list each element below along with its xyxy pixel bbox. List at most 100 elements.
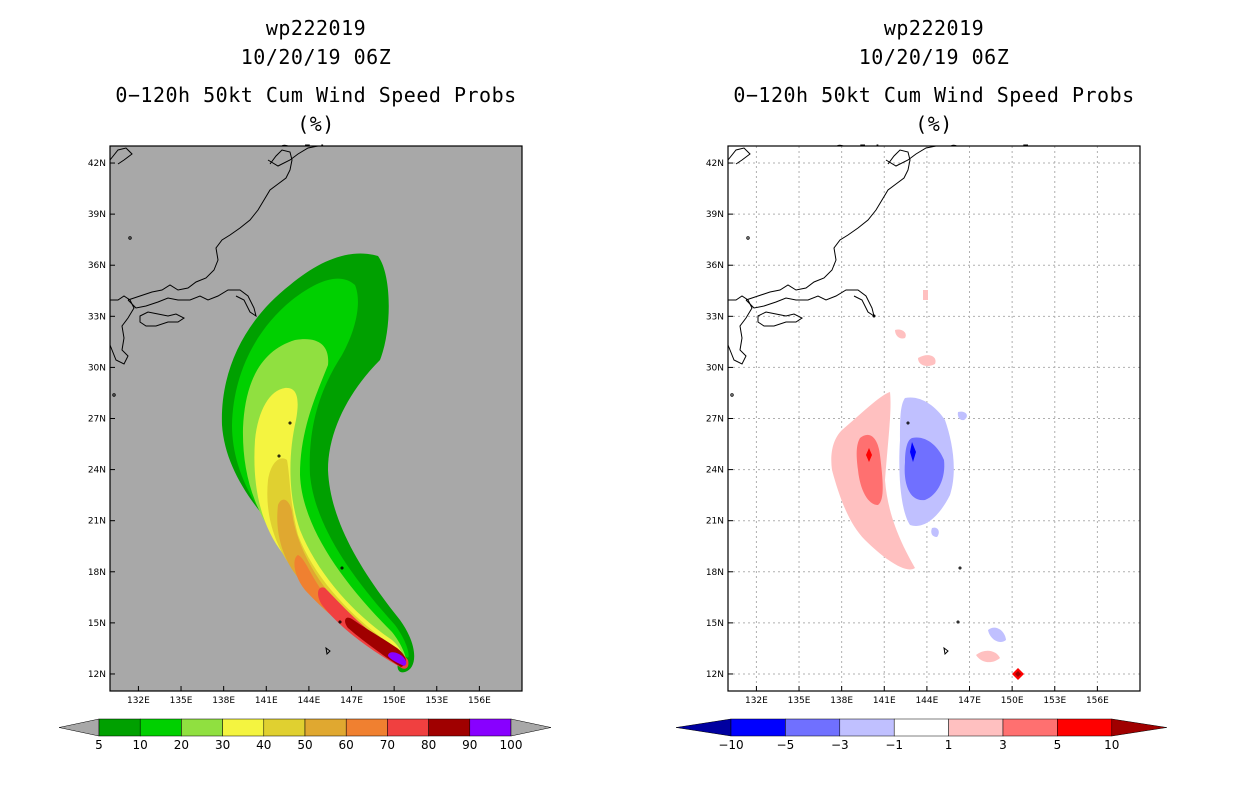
left-xtick-label: 153E <box>425 696 448 706</box>
left-product-title: 0−120h 50kt Cum Wind Speed Probs (%) <box>115 83 517 136</box>
left-coast-shikoku <box>139 311 185 327</box>
left-xtick-label: 132E <box>127 696 150 706</box>
left-colorbar-segment <box>98 718 141 737</box>
right-island-oki <box>746 236 750 240</box>
left-ytick-label: 24N <box>88 466 106 476</box>
left-island-oki <box>128 236 132 240</box>
right-island-marker-2 <box>906 421 910 425</box>
left-colorbar-label: 100 <box>500 738 523 752</box>
right-coast-hokkaido <box>885 146 937 167</box>
right-storm-id: wp222019 <box>883 16 985 40</box>
diff-negative-small-2 <box>931 527 939 537</box>
left-xtick-label: 156E <box>468 696 491 706</box>
right-colorbar-segment <box>785 718 841 737</box>
left-ytick-label: 15N <box>88 619 106 629</box>
right-island-marker-4 <box>956 620 960 624</box>
right-coast-kyushu <box>728 295 753 365</box>
left-colorbar-low-arrow <box>58 718 100 737</box>
right-colorbar-segment <box>1002 718 1058 737</box>
right-xtick-label: 156E <box>1086 696 1109 706</box>
left-ytick-label: 27N <box>88 415 106 425</box>
diff-negative-small-3 <box>957 411 967 421</box>
right-xtick-label: 132E <box>745 696 768 706</box>
right-axis-ticks: 132E 135E 138E 141E 144E 147E 150E 153E 156E 12N 1… <box>706 159 1109 706</box>
right-colorbar-segment <box>1057 718 1113 737</box>
left-xtick-label: 138E <box>212 696 235 706</box>
right-ytick-label: 33N <box>706 312 724 322</box>
right-coast-shikoku <box>757 311 803 327</box>
right-xtick-label: 141E <box>873 696 896 706</box>
left-colorbar-segment <box>181 718 223 737</box>
left-colorbar-label: 10 <box>133 738 148 752</box>
left-axis-ticks: 132E 135E 138E 141E 144E 147E 150E 153E 156E 12N 1… <box>88 159 491 706</box>
right-colorbar: −10 −5 −3 −1 1 3 5 10 <box>675 718 1167 752</box>
left-colorbar-segment <box>139 718 182 737</box>
left-storm-id: wp222019 <box>265 16 367 40</box>
left-colorbar: 5 10 20 30 40 50 60 70 80 90 100 <box>58 718 552 752</box>
left-colorbar-segment <box>304 718 347 737</box>
right-xtick-label: 153E <box>1043 696 1066 706</box>
right-colorbar-label: 10 <box>1104 738 1119 752</box>
right-xtick-label: 147E <box>958 696 981 706</box>
right-ytick-label: 15N <box>706 619 724 629</box>
left-coast-korea-north <box>110 147 133 165</box>
left-xtick-label: 144E <box>297 696 320 706</box>
right-island-guam <box>943 646 949 656</box>
left-colorbar-label: 40 <box>256 738 271 752</box>
left-colorbar-label: 70 <box>380 738 395 752</box>
left-island-ryukyu <box>112 393 116 397</box>
right-ytick-label: 12N <box>706 670 724 680</box>
left-colorbar-segment <box>428 718 471 737</box>
right-ytick-label: 24N <box>706 466 724 476</box>
left-ytick-label: 36N <box>88 261 106 271</box>
right-map-panel: 132E 135E 138E 141E 144E 147E 150E 153E 156E 12N 1… <box>706 145 1141 706</box>
right-coast-korea-north <box>728 147 751 165</box>
left-coast-honshu-east <box>127 149 293 301</box>
right-colorbar-high-arrow <box>1111 718 1167 737</box>
left-xtick-label: 141E <box>255 696 278 706</box>
left-ytick-label: 42N <box>88 159 106 169</box>
left-ytick-label: 12N <box>88 670 106 680</box>
left-ytick-label: 33N <box>88 312 106 322</box>
right-colorbar-label: −5 <box>777 738 795 752</box>
left-island-marker-3 <box>340 566 344 570</box>
diff-positive-small-2 <box>895 329 906 339</box>
diff-negative-5 <box>910 442 916 462</box>
right-xtick-label: 138E <box>830 696 853 706</box>
left-colorbar-label: 80 <box>421 738 436 752</box>
right-ytick-label: 27N <box>706 415 724 425</box>
right-xtick-label: 150E <box>1001 696 1024 706</box>
right-datetime: 10/20/19 06Z <box>858 45 1010 69</box>
left-ytick-label: 39N <box>88 210 106 220</box>
right-ytick-label: 42N <box>706 159 724 169</box>
left-colorbar-label: 90 <box>462 738 477 752</box>
right-colorbar-label: −10 <box>718 738 743 752</box>
left-xtick-label: 150E <box>383 696 406 706</box>
left-colorbar-segment <box>263 718 306 737</box>
right-colorbar-segment <box>730 718 786 737</box>
right-colorbar-segment <box>893 718 949 737</box>
left-colorbar-label: 60 <box>339 738 354 752</box>
right-ytick-label: 39N <box>706 210 724 220</box>
right-xtick-label: 144E <box>915 696 938 706</box>
right-island-marker-3 <box>958 566 962 570</box>
swath-band-90 <box>388 652 407 666</box>
left-coast-kyushu <box>110 295 135 365</box>
right-ytick-label: 36N <box>706 261 724 271</box>
right-colorbar-label: 3 <box>999 738 1007 752</box>
left-coast-hokkaido <box>267 146 319 167</box>
diff-positive-3 <box>856 434 883 505</box>
right-colorbar-label: −3 <box>831 738 849 752</box>
left-colorbar-label: 5 <box>95 738 103 752</box>
left-colorbar-segment <box>387 718 429 737</box>
right-coastlines <box>728 146 962 656</box>
left-ytick-label: 18N <box>88 568 106 578</box>
right-ytick-label: 30N <box>706 363 724 373</box>
left-colorbar-segment <box>222 718 265 737</box>
left-colorbar-high-arrow <box>510 718 552 737</box>
right-colorbar-label: −1 <box>885 738 903 752</box>
left-ytick-label: 30N <box>88 363 106 373</box>
left-island-marker-1 <box>288 421 292 425</box>
left-colorbar-label: 20 <box>174 738 189 752</box>
